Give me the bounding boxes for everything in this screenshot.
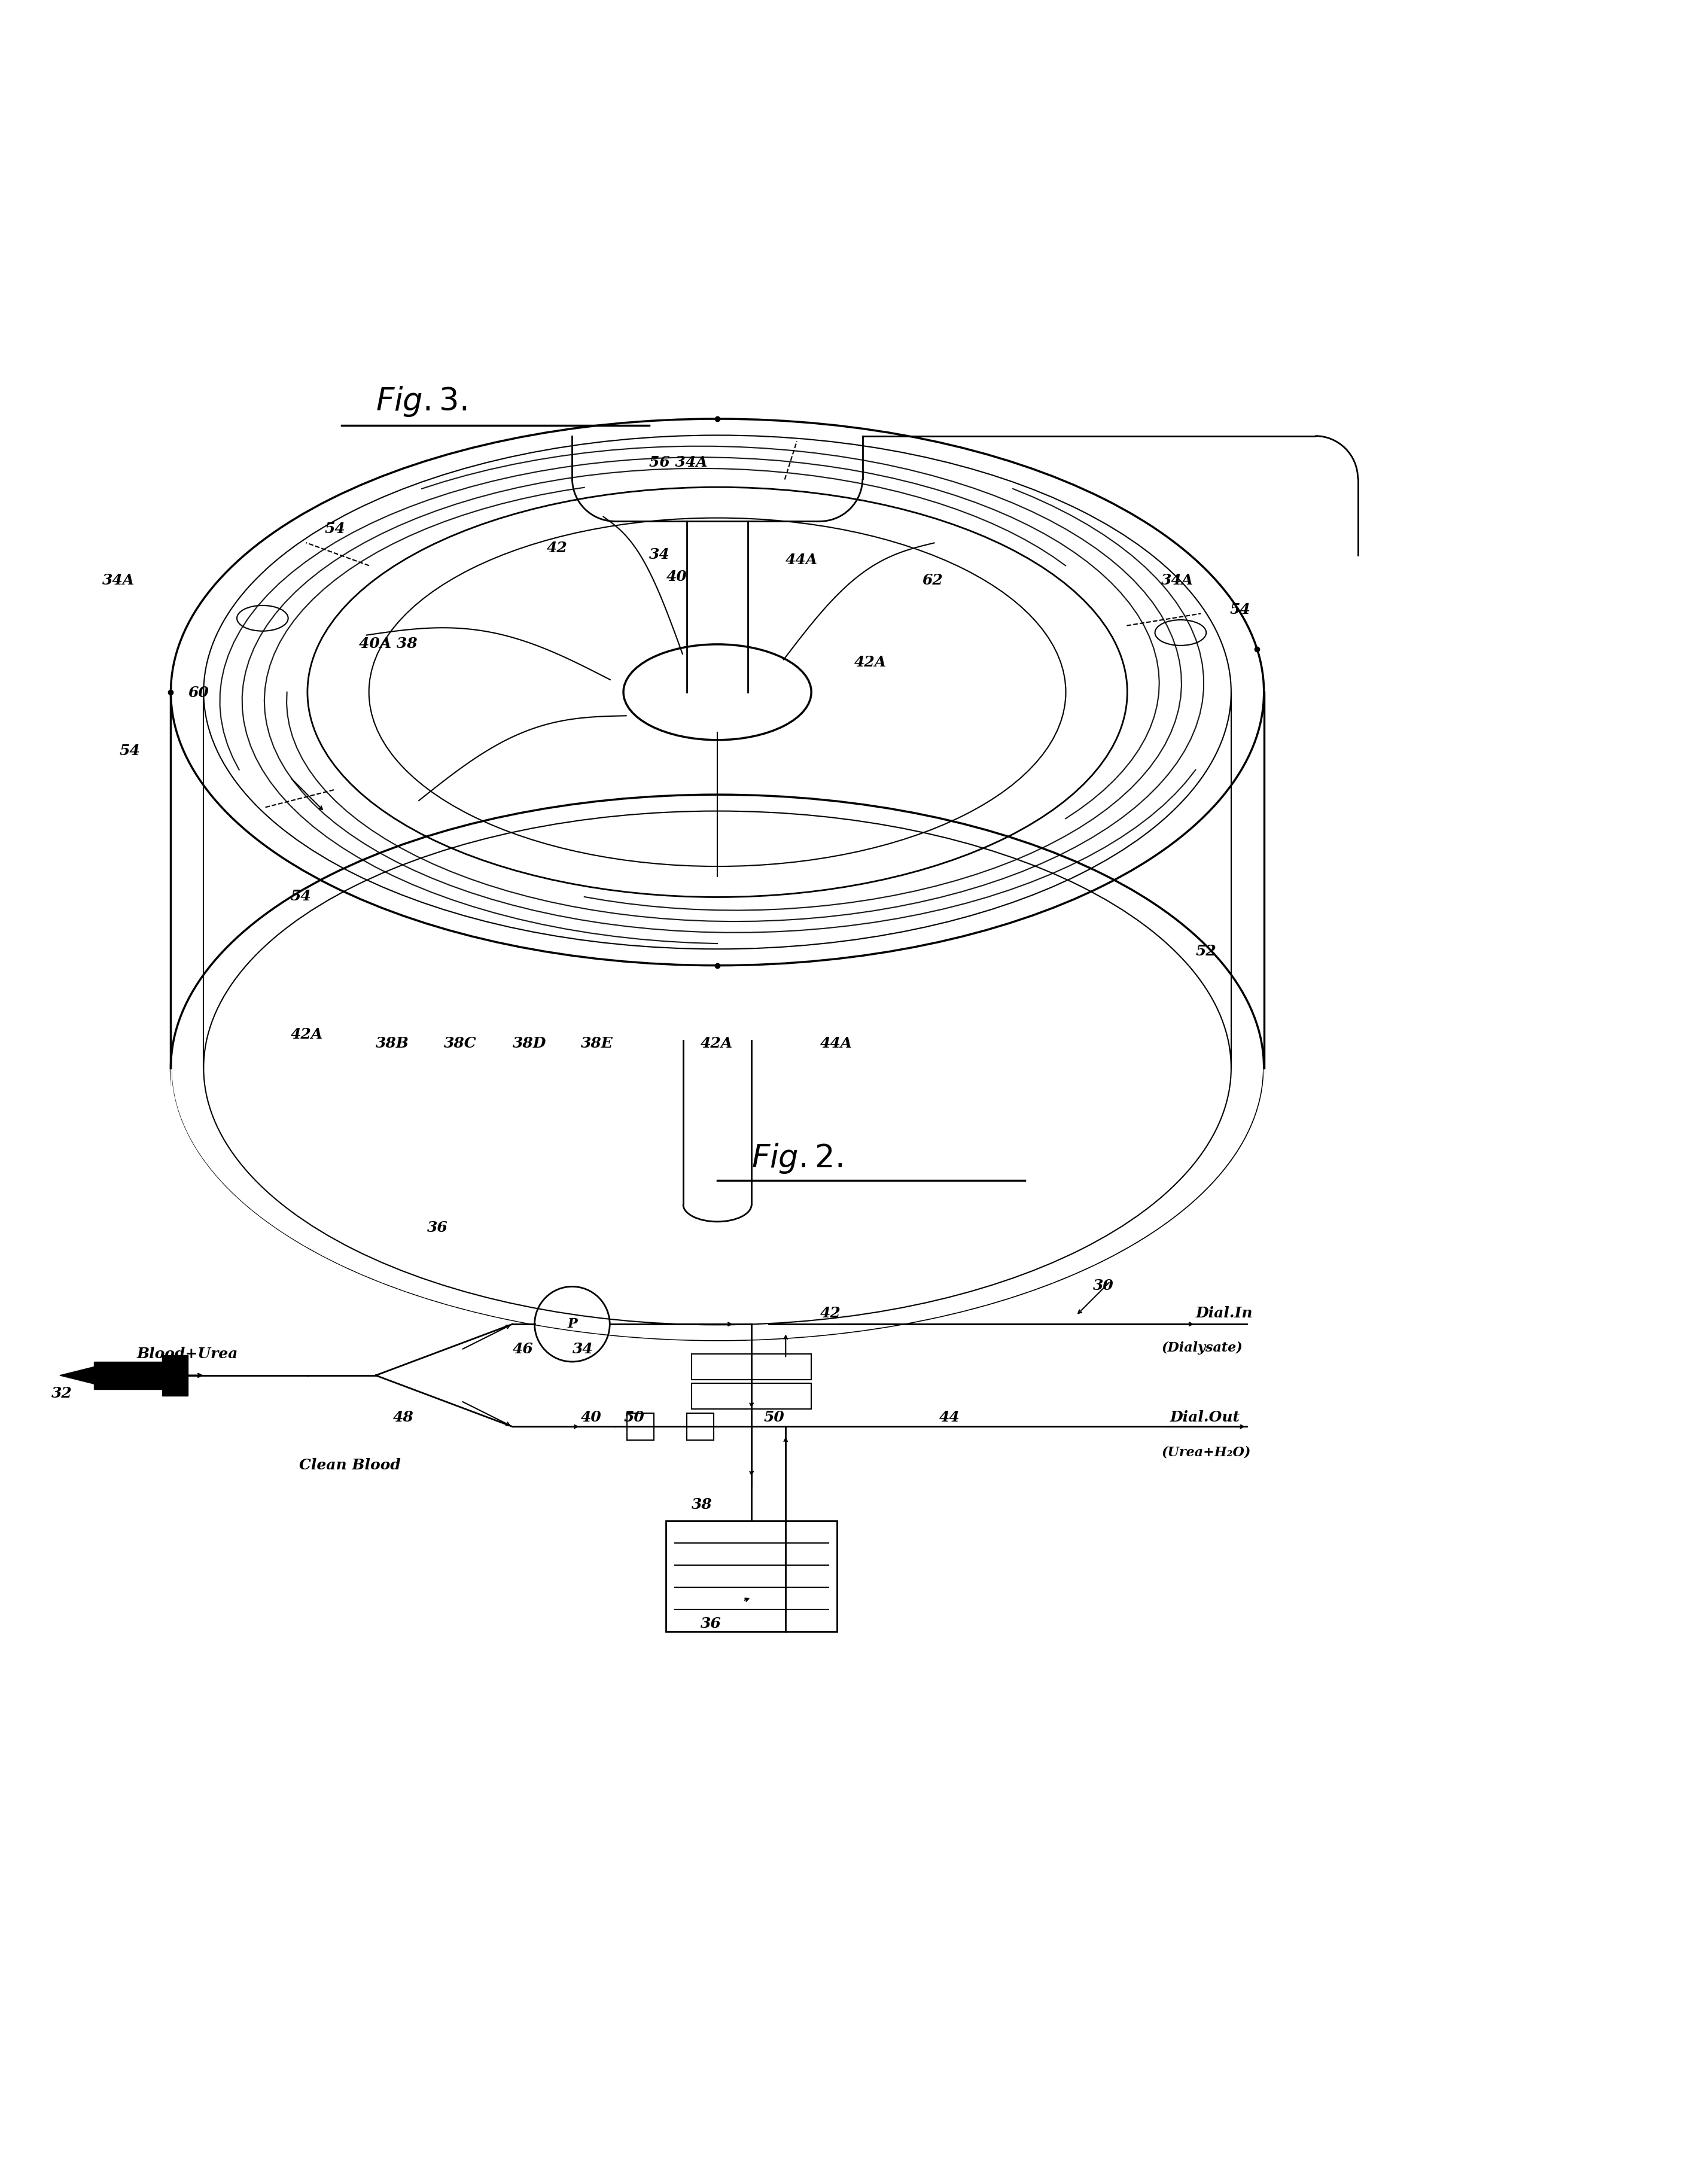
Text: P: P xyxy=(567,1317,577,1330)
Text: 38C: 38C xyxy=(444,1035,477,1050)
Text: 42A: 42A xyxy=(854,655,886,671)
Text: (Urea+H₂O): (Urea+H₂O) xyxy=(1161,1445,1250,1458)
Text: 38B: 38B xyxy=(376,1035,410,1050)
Text: 36: 36 xyxy=(700,1617,721,1632)
Text: 54: 54 xyxy=(325,523,345,536)
Text: 42A: 42A xyxy=(290,1029,323,1042)
Text: 52: 52 xyxy=(1196,944,1216,959)
FancyBboxPatch shape xyxy=(666,1521,837,1632)
Text: 54: 54 xyxy=(1230,603,1250,616)
Text: 60: 60 xyxy=(188,686,208,701)
Text: 32: 32 xyxy=(51,1387,72,1400)
Text: $\mathit{Fig.3.}$: $\mathit{Fig.3.}$ xyxy=(376,384,466,419)
Text: Clean Blood: Clean Blood xyxy=(299,1458,400,1471)
Text: 40: 40 xyxy=(666,571,687,584)
Text: 46: 46 xyxy=(512,1341,533,1356)
Text: $\mathit{Fig.2.}$: $\mathit{Fig.2.}$ xyxy=(752,1141,842,1174)
Ellipse shape xyxy=(623,644,811,740)
Text: 36: 36 xyxy=(427,1220,447,1235)
Text: 50: 50 xyxy=(763,1410,784,1424)
Text: 44: 44 xyxy=(939,1410,960,1424)
Text: 30: 30 xyxy=(1093,1278,1114,1293)
Text: 54: 54 xyxy=(290,890,311,903)
Text: 34A: 34A xyxy=(1161,573,1194,588)
Text: Dial.Out: Dial.Out xyxy=(1170,1410,1240,1424)
Text: 34A: 34A xyxy=(102,573,135,588)
Text: 40: 40 xyxy=(581,1410,601,1424)
Text: (Dialysate): (Dialysate) xyxy=(1161,1341,1243,1354)
Polygon shape xyxy=(94,1363,162,1389)
Text: 42: 42 xyxy=(820,1306,840,1319)
Text: 44A: 44A xyxy=(820,1035,852,1050)
Text: 38: 38 xyxy=(692,1497,712,1512)
FancyBboxPatch shape xyxy=(627,1413,654,1441)
Text: 56 34A: 56 34A xyxy=(649,456,707,469)
Text: 38E: 38E xyxy=(581,1035,613,1050)
Polygon shape xyxy=(162,1354,188,1395)
Text: 34: 34 xyxy=(572,1341,593,1356)
Text: 54: 54 xyxy=(120,744,140,757)
Polygon shape xyxy=(60,1367,94,1384)
Text: 48: 48 xyxy=(393,1410,413,1424)
Text: 62: 62 xyxy=(922,573,943,588)
Text: 42: 42 xyxy=(547,540,567,556)
FancyBboxPatch shape xyxy=(687,1413,714,1441)
Text: 44A: 44A xyxy=(786,553,818,566)
Text: 42A: 42A xyxy=(700,1035,733,1050)
Text: 38D: 38D xyxy=(512,1035,547,1050)
Text: 50: 50 xyxy=(623,1410,644,1424)
Text: Blood+Urea: Blood+Urea xyxy=(137,1348,237,1361)
Text: 40A 38: 40A 38 xyxy=(359,636,417,651)
Text: Dial.In: Dial.In xyxy=(1196,1306,1252,1319)
Text: 34: 34 xyxy=(649,547,670,562)
